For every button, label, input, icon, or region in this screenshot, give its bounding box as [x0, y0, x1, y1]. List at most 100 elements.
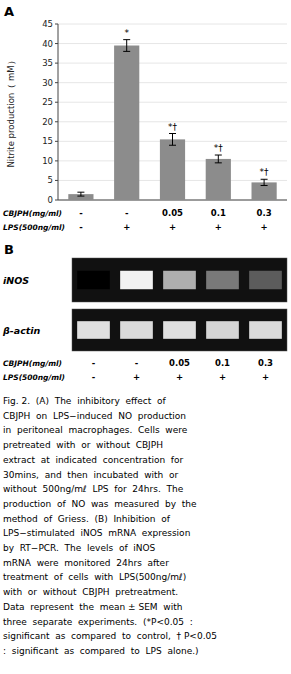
caption-line: Fig. 2. (A) The inhibitory effect of [3, 396, 167, 406]
row-value: + [176, 372, 183, 382]
error-line [172, 134, 173, 146]
gel-strip [72, 309, 287, 351]
caption-line: without 500ng/mℓ LPS for 24hrs. The [3, 484, 184, 494]
caption-line: Data represent the mean ± SEM with [3, 602, 182, 612]
error-cap [215, 155, 222, 156]
error-cap [215, 162, 222, 163]
gel-band [77, 321, 110, 339]
annotation: *† [168, 122, 178, 132]
row-label: CBJPH(mg/ml) [3, 359, 62, 368]
gel-band [120, 271, 153, 289]
tick-label: 25 [42, 97, 53, 107]
grid-line [58, 24, 287, 25]
error-cap [261, 185, 268, 186]
gel-band [163, 271, 196, 289]
row-value: - [92, 372, 96, 382]
gel-strip [72, 258, 287, 302]
row-label: LPS(500ng/ml) [3, 373, 65, 382]
row-value: 0.05 [162, 208, 183, 218]
tick-label: 15 [42, 136, 53, 146]
error-line [264, 179, 265, 185]
panel-label: A [4, 4, 14, 19]
row-value: 0.3 [258, 358, 273, 368]
tick-label: 35 [42, 58, 53, 68]
caption-line: with or without CBJPH pretreatment. [3, 587, 178, 597]
caption-line: pretreated with or without CBJPH [3, 440, 163, 450]
caption-line: extract at indicated concentration for [3, 455, 184, 465]
bar [252, 182, 277, 200]
error-cap [169, 145, 176, 146]
caption-line: mRNA were monitored 24hrs after [3, 558, 169, 568]
caption-line: production of NO was measured by the [3, 499, 197, 509]
tick-label: 20 [42, 117, 53, 127]
error-cap [123, 39, 130, 40]
row-value: - [92, 358, 96, 368]
tick-label: 40 [42, 39, 53, 49]
caption-line: significant as compared to control, † P<… [3, 631, 217, 641]
panel-a: 051015202530354045Nitrite production（ mM… [3, 19, 287, 232]
error-cap [261, 179, 268, 180]
error-cap [77, 196, 84, 197]
row-value: 0.1 [211, 208, 226, 218]
caption-line: in peritoneal macrophages. Cells were [3, 425, 188, 435]
row-value: + [219, 372, 226, 382]
row-value: + [123, 222, 130, 232]
gel-label: iNOS [3, 275, 29, 286]
row-value: - [79, 208, 83, 218]
caption-line: three separate experiments. (*P<0.05 : [3, 617, 193, 627]
error-cap [77, 192, 84, 193]
error-bar [123, 40, 130, 52]
bars [68, 40, 276, 200]
panel-b: BiNOSβ-actinCBJPH(mg/ml)--0.050.10.3LPS(… [2, 242, 287, 382]
bar [114, 46, 139, 200]
gel-band [77, 271, 110, 289]
tick-label: 45 [42, 19, 53, 29]
row-value: 0.1 [215, 358, 230, 368]
error-line [126, 40, 127, 52]
grid-line [58, 102, 287, 103]
y-axis-label: Nitrite production（ mM） [6, 56, 16, 167]
figure: A051015202530354045Nitrite production（ m… [0, 0, 291, 674]
row-value: + [261, 222, 268, 232]
y-axis [58, 24, 59, 200]
caption-line: 30mins, and then incubated with or [3, 470, 178, 480]
row-value: - [135, 358, 139, 368]
error-line [80, 192, 81, 196]
caption-line: treatment of cells with LPS(500ng/mℓ) [3, 572, 186, 582]
error-cap [169, 133, 176, 134]
row-value: + [169, 222, 176, 232]
caption-line: by RT−PCR. The levels of iNOS [3, 543, 156, 553]
row-value: - [79, 222, 83, 232]
caption: Fig. 2. (A) The inhibitory effect ofCBJP… [3, 396, 217, 656]
error-bar [169, 134, 176, 146]
bar [160, 139, 185, 200]
panel-label: B [4, 242, 14, 257]
tick-label: 30 [42, 78, 53, 88]
error-line [218, 155, 219, 163]
tick-label: 5 [48, 175, 53, 185]
row-value: 0.3 [257, 208, 272, 218]
row-value: + [215, 222, 222, 232]
row-value: 0.05 [169, 358, 190, 368]
annotation: *† [214, 143, 224, 153]
grid-line [58, 63, 287, 64]
gel-band [249, 321, 282, 339]
annotation: * [124, 28, 129, 38]
tick-label: 0 [48, 195, 53, 205]
grid-line [58, 43, 287, 44]
error-bar [261, 179, 268, 185]
row-value: + [262, 372, 269, 382]
caption-line: : significant as compared to LPS alone.) [3, 646, 199, 656]
annotation: *† [260, 167, 270, 177]
row-value: + [133, 372, 140, 382]
error-bar [215, 155, 222, 163]
caption-line: LPS−stimulated iNOS mRNA expression [3, 528, 190, 538]
gel-band [249, 271, 282, 289]
error-bar [77, 192, 84, 196]
row-label: LPS(500ng/ml) [3, 223, 65, 232]
caption-line: method of Griess. (B) Inhibition of [3, 514, 171, 524]
row-value: - [125, 208, 129, 218]
gel-band [120, 321, 153, 339]
bar [206, 159, 231, 200]
grid-line [58, 82, 287, 83]
